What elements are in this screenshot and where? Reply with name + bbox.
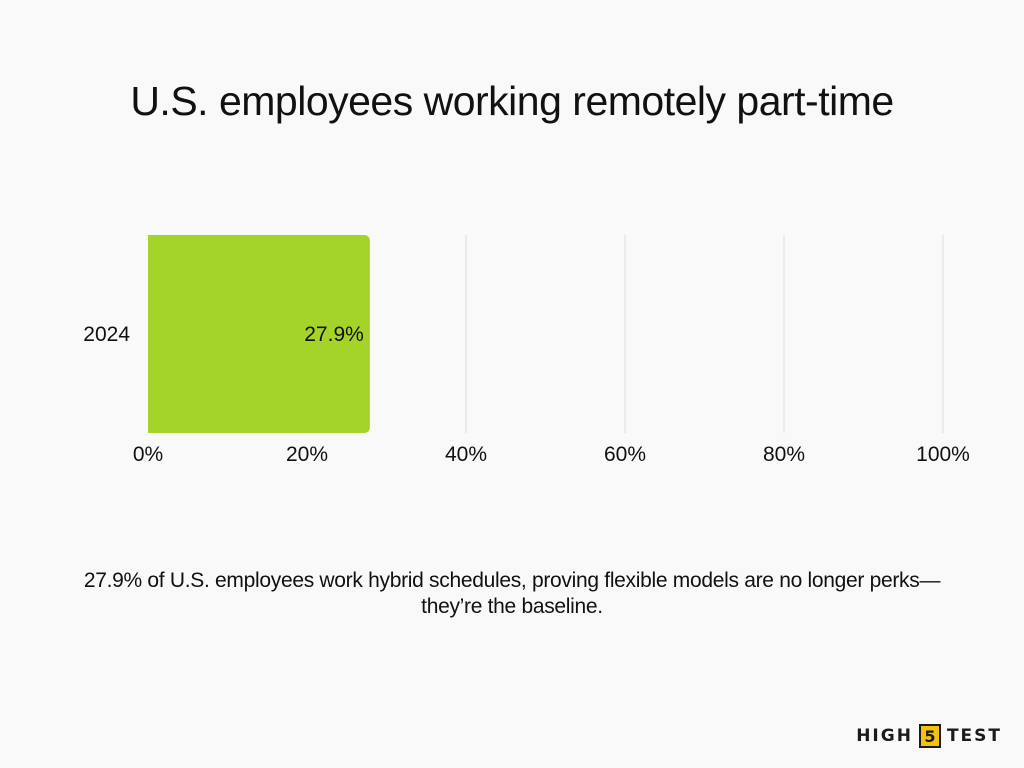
x-tick-label: 100% bbox=[916, 443, 970, 466]
x-tick-label: 40% bbox=[445, 443, 487, 466]
chart-title: U.S. employees working remotely part-tim… bbox=[130, 78, 894, 124]
brand-logo: HIGH 5 TEST bbox=[856, 724, 1002, 748]
brand-number-badge: 5 bbox=[918, 724, 941, 748]
x-tick-label: 60% bbox=[604, 443, 646, 466]
data-label: 27.9% bbox=[304, 323, 364, 346]
x-tick-label: 80% bbox=[763, 443, 805, 466]
brand-text-right: TEST bbox=[946, 726, 1002, 746]
bar bbox=[148, 235, 370, 433]
chart-caption: 27.9% of U.S. employees work hybrid sche… bbox=[83, 569, 941, 618]
brand-text-left: HIGH bbox=[856, 726, 913, 746]
x-tick-label: 0% bbox=[133, 443, 163, 466]
category-label: 2024 bbox=[83, 323, 130, 346]
x-tick-label: 20% bbox=[286, 443, 328, 466]
